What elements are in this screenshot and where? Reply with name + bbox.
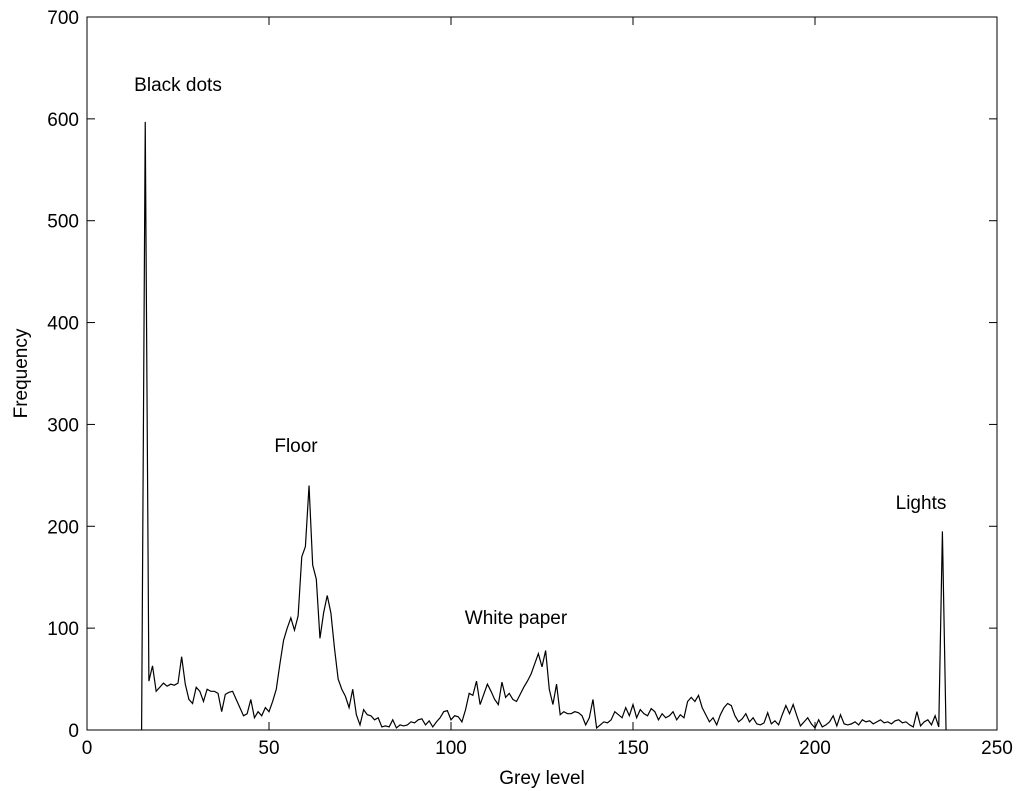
x-tick-label: 100 [435, 738, 467, 759]
y-tick-label: 100 [47, 619, 79, 640]
x-tick-label: 200 [799, 738, 831, 759]
annotation: Lights [896, 493, 947, 514]
plot-frame [86, 16, 998, 731]
annotation: White paper [465, 608, 568, 629]
y-tick-label: 400 [47, 314, 79, 335]
annotation: Floor [274, 436, 318, 457]
x-tick-label: 0 [82, 738, 93, 759]
x-tick-label: 150 [617, 738, 649, 759]
y-tick-label: 300 [47, 415, 79, 436]
y-tick-label: 700 [47, 8, 79, 29]
annotation: Black dots [134, 75, 222, 96]
x-tick-label: 250 [981, 738, 1013, 759]
y-tick-label: 0 [68, 721, 79, 742]
x-axis-label: Grey level [499, 768, 585, 789]
y-tick-label: 600 [47, 110, 79, 131]
x-tick-label: 50 [258, 738, 279, 759]
line [141, 121, 947, 731]
y-tick-label: 500 [47, 212, 79, 233]
y-axis-label: Frequency [11, 328, 32, 418]
y-tick-label: 200 [47, 517, 79, 538]
